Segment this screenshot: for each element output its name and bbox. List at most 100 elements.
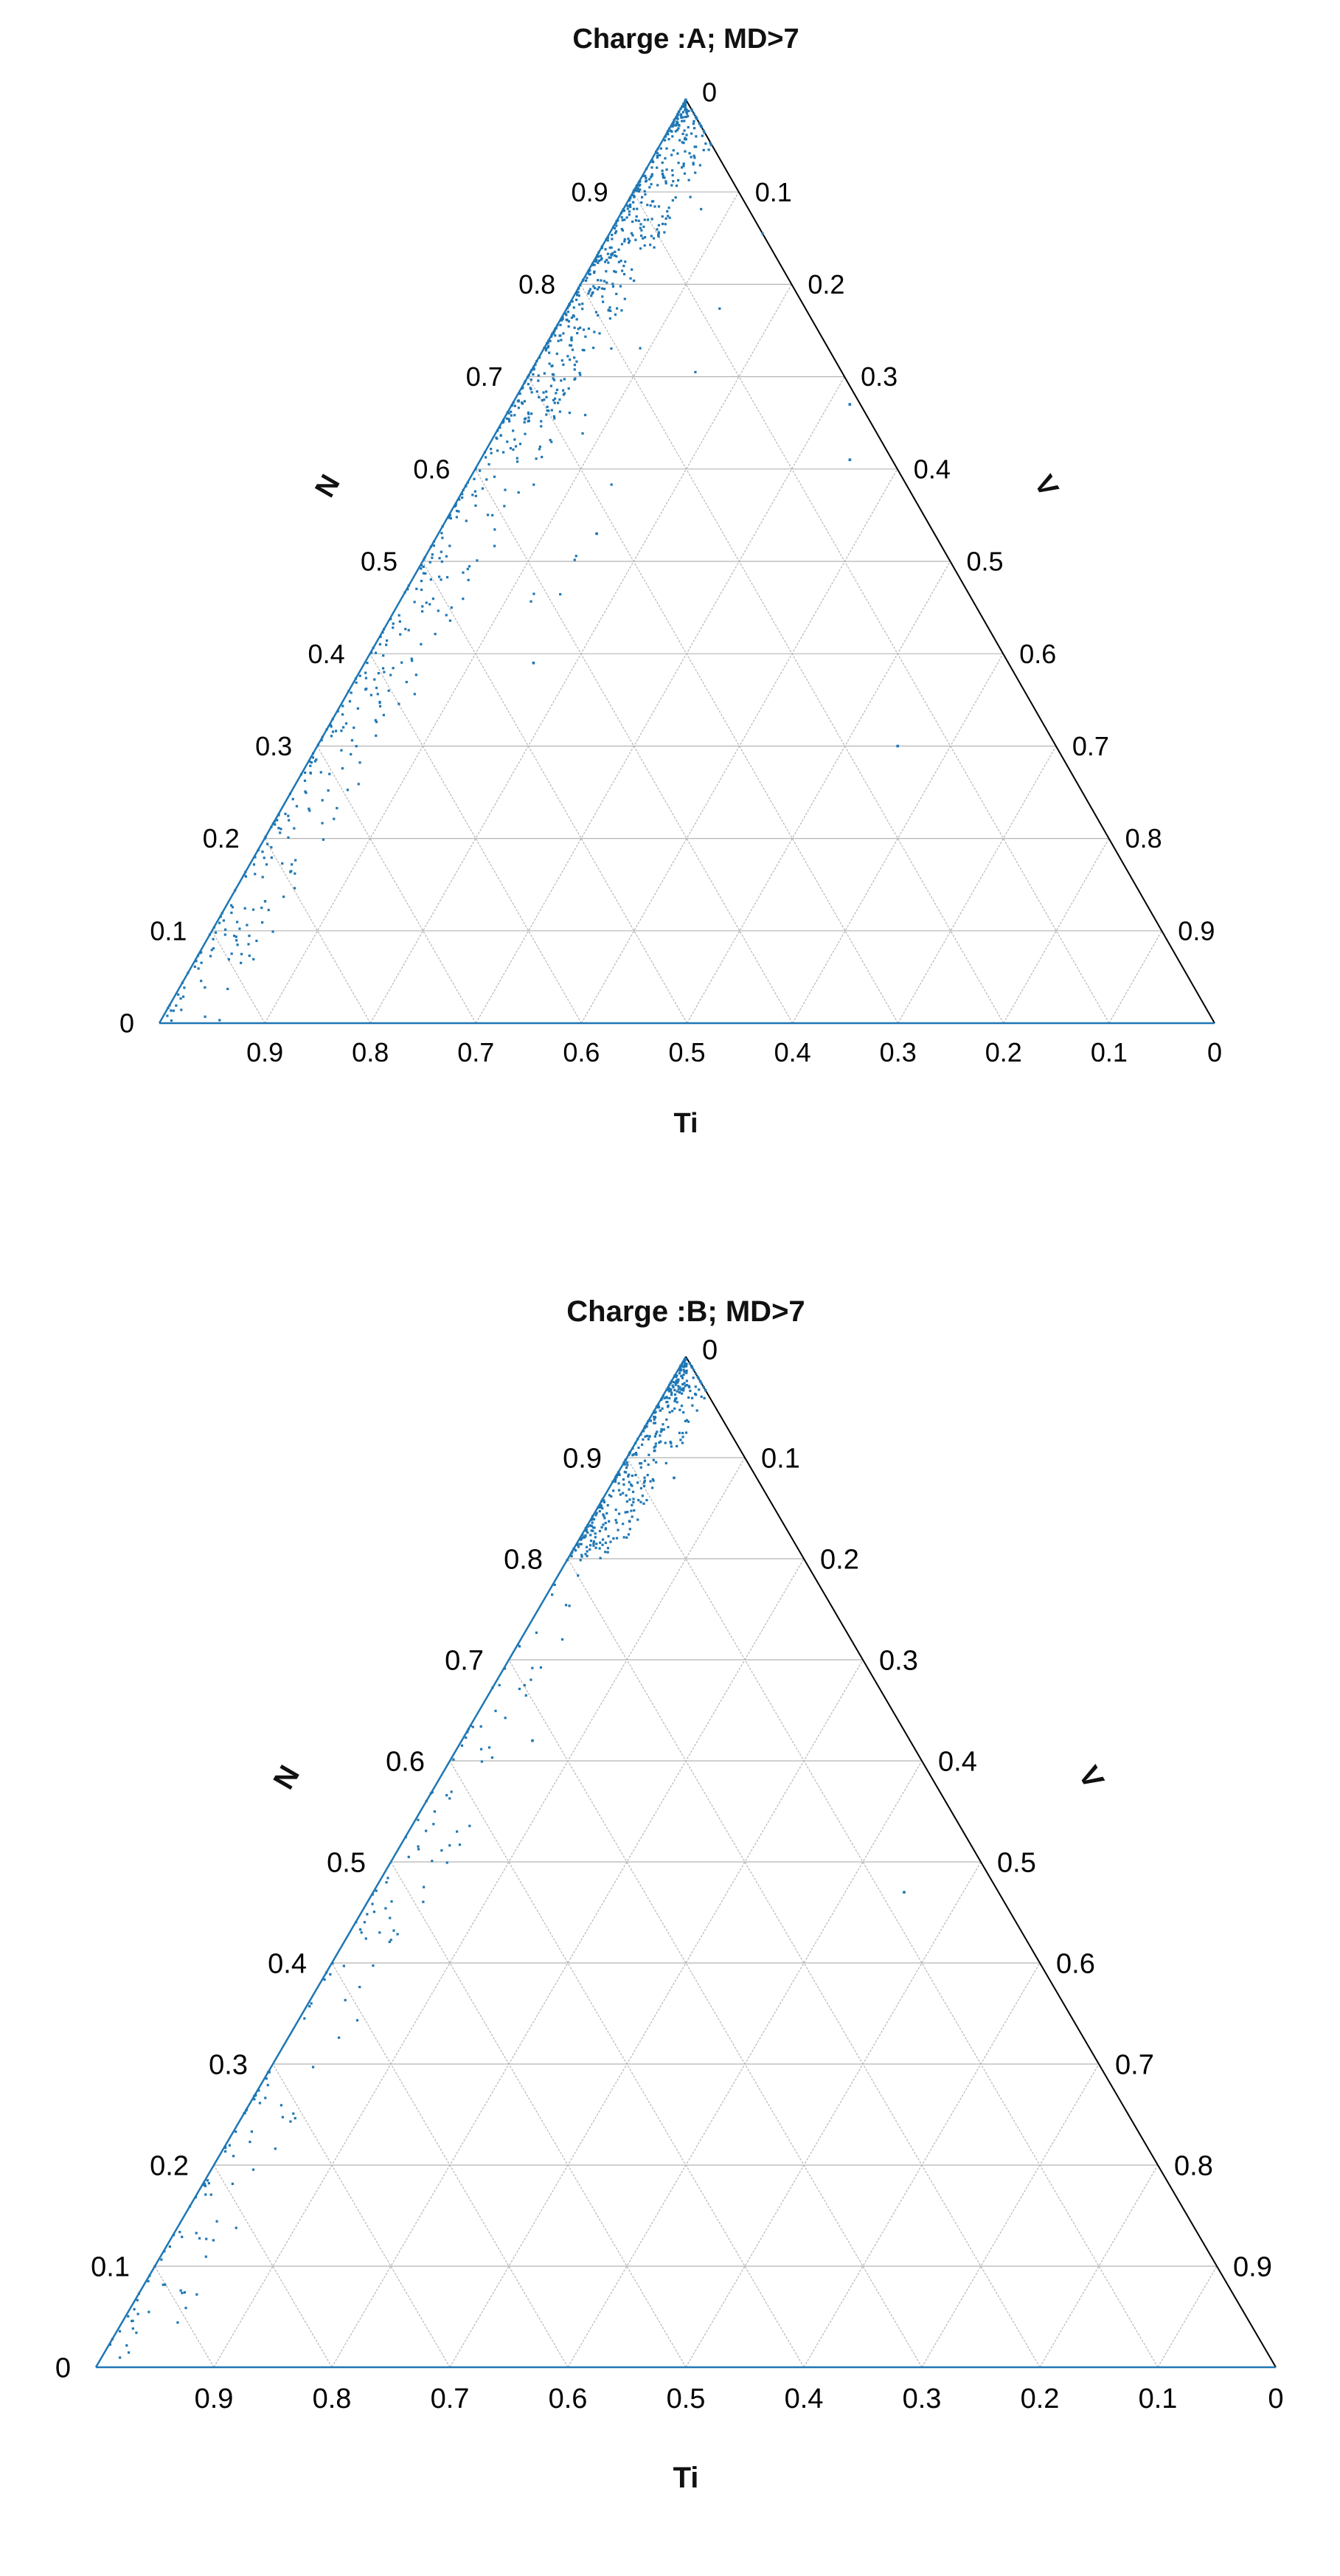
data-point xyxy=(644,1435,647,1438)
ternary-panel-b: Charge :B; MD>7 0.9 0.8 0.7 0.6 0.5 0.4 0.3 0.2 0… xyxy=(0,1288,1340,2576)
data-point xyxy=(327,789,330,792)
tick-label-left: 0.7 xyxy=(466,361,503,392)
data-point xyxy=(244,870,247,873)
data-point xyxy=(700,125,703,128)
data-point xyxy=(506,411,509,414)
data-point xyxy=(429,1792,432,1795)
data-point xyxy=(605,258,608,262)
data-point xyxy=(584,1534,587,1537)
data-point xyxy=(688,152,691,155)
data-point xyxy=(639,1462,642,1465)
data-point xyxy=(429,545,433,548)
data-point xyxy=(676,114,680,117)
data-point xyxy=(445,614,448,617)
data-point xyxy=(681,105,684,108)
data-point xyxy=(581,432,584,435)
data-point xyxy=(656,156,659,159)
data-point xyxy=(664,1461,667,1465)
data-point xyxy=(661,222,664,226)
data-point xyxy=(532,368,535,371)
data-point xyxy=(344,722,348,725)
data-point xyxy=(638,184,641,187)
data-point xyxy=(136,2299,139,2302)
data-point xyxy=(702,129,705,132)
data-point xyxy=(566,307,569,310)
data-point xyxy=(663,139,667,142)
tick-label-left: 0.1 xyxy=(91,2251,130,2282)
data-point xyxy=(514,445,518,448)
data-point xyxy=(575,298,578,302)
data-point xyxy=(591,1517,594,1520)
data-point xyxy=(304,771,307,775)
data-point xyxy=(604,1527,607,1530)
data-point xyxy=(665,1418,668,1422)
data-point xyxy=(385,639,389,642)
data-point xyxy=(515,460,519,463)
chart-title: Charge :B; MD>7 xyxy=(566,1295,805,1328)
data-point xyxy=(681,141,684,144)
data-point xyxy=(303,779,307,782)
data-point xyxy=(236,944,239,946)
data-point xyxy=(670,184,673,187)
data-point xyxy=(687,1396,690,1399)
data-point xyxy=(264,2097,267,2099)
data-point xyxy=(671,199,674,202)
data-point xyxy=(530,600,532,603)
data-point xyxy=(279,831,282,834)
data-point xyxy=(251,2168,255,2171)
data-point xyxy=(610,483,613,486)
data-point xyxy=(628,1481,631,1483)
data-point xyxy=(662,1423,664,1426)
data-point xyxy=(655,1405,658,1408)
data-point xyxy=(625,1494,628,1497)
tick-label-left: 0.5 xyxy=(327,1847,366,1878)
data-point xyxy=(661,1407,664,1410)
data-point xyxy=(212,938,215,941)
data-point xyxy=(520,401,524,404)
data-point xyxy=(147,2310,150,2313)
data-point xyxy=(466,481,470,484)
data-point xyxy=(641,1495,644,1498)
data-point xyxy=(406,588,409,591)
tick-label-left: 0 xyxy=(119,1008,134,1039)
data-point xyxy=(461,493,464,496)
tick-label-bottom: 0.4 xyxy=(774,1037,811,1067)
data-point xyxy=(568,303,572,306)
data-point xyxy=(381,667,385,670)
data-point xyxy=(428,561,431,564)
data-point xyxy=(651,159,654,162)
data-point xyxy=(273,820,276,823)
data-point xyxy=(680,1365,684,1368)
data-point xyxy=(683,120,686,122)
data-point xyxy=(277,814,280,817)
data-point xyxy=(634,1474,637,1477)
data-point xyxy=(375,734,378,737)
data-point xyxy=(499,434,502,437)
data-point xyxy=(639,1433,642,1436)
data-point xyxy=(667,215,670,218)
data-point xyxy=(589,1544,592,1547)
data-point xyxy=(643,1479,646,1482)
data-point xyxy=(684,150,687,153)
data-point xyxy=(364,671,367,674)
data-point xyxy=(226,987,229,991)
data-point xyxy=(608,317,611,320)
data-point xyxy=(572,315,575,318)
data-point xyxy=(611,238,614,240)
data-point xyxy=(656,1430,659,1433)
grid-line-ti xyxy=(390,1861,687,2368)
data-point-outlier xyxy=(848,403,852,406)
tick-label-left: 0.8 xyxy=(504,1544,543,1575)
tick-label-bottom: 0.2 xyxy=(985,1037,1022,1067)
data-point xyxy=(639,247,642,250)
data-point xyxy=(681,116,684,119)
data-point xyxy=(626,1464,629,1467)
data-point xyxy=(413,600,416,603)
data-point xyxy=(608,256,611,259)
data-point xyxy=(687,1420,690,1423)
data-point xyxy=(681,1436,684,1438)
data-point xyxy=(632,279,636,283)
data-point xyxy=(664,217,667,220)
data-point xyxy=(309,772,312,775)
data-point xyxy=(570,1555,573,1558)
